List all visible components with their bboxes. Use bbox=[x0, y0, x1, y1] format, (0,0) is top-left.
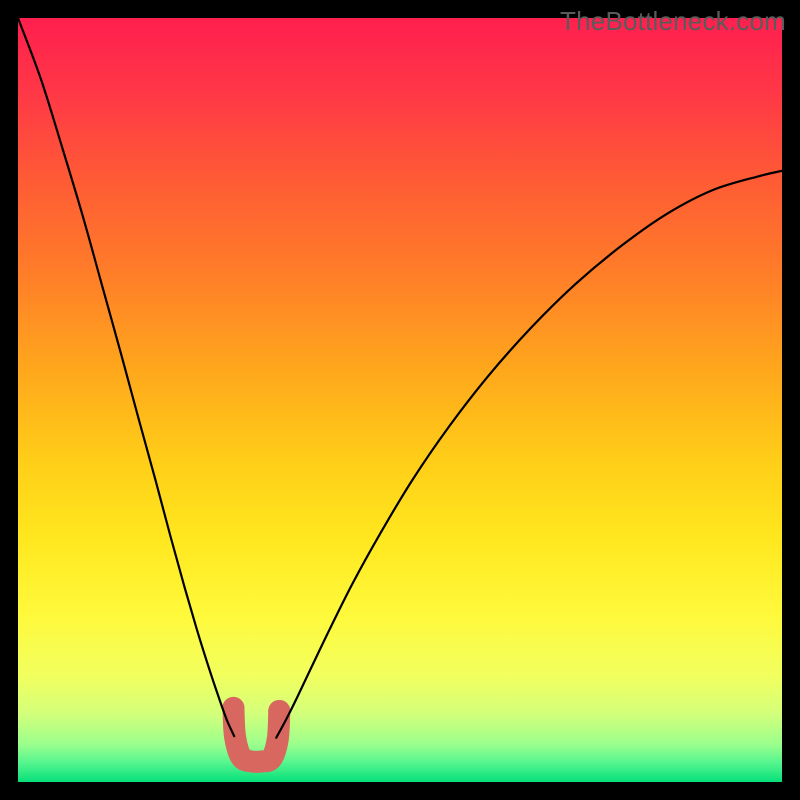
chart-container: TheBottleneck.com bbox=[0, 0, 800, 800]
chart-svg bbox=[0, 0, 800, 800]
watermark-text: TheBottleneck.com bbox=[560, 6, 786, 37]
